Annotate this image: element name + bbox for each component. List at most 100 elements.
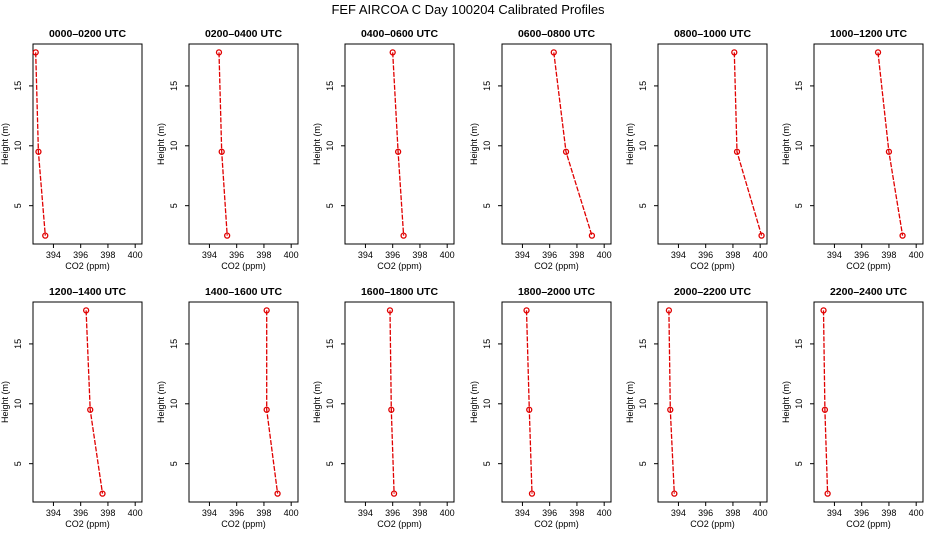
- data-point: [562, 148, 570, 155]
- data-point: [874, 49, 882, 56]
- x-tick-label: 398: [569, 508, 584, 518]
- plot-frame: [657, 301, 768, 503]
- y-tick-label: 10: [169, 399, 179, 409]
- profile-line: [35, 52, 46, 236]
- plot-frame: [32, 301, 143, 503]
- y-axis-label: Height (m): [156, 123, 166, 165]
- y-tick-label: 15: [169, 339, 179, 349]
- x-tick-label: 396: [542, 250, 557, 260]
- x-axis-label: CO2 (ppm): [690, 519, 735, 529]
- x-axis-label: CO2 (ppm): [377, 519, 422, 529]
- x-tick-label: 398: [100, 250, 115, 260]
- data-point: [215, 49, 223, 56]
- data-point: [400, 232, 407, 239]
- data-point: [99, 490, 106, 497]
- x-tick-label: 396: [542, 508, 557, 518]
- panel-title: 0000–0200 UTC: [49, 28, 126, 40]
- y-tick-label: 10: [794, 399, 804, 409]
- x-tick-label: 396: [385, 508, 400, 518]
- x-tick-label: 394: [515, 250, 530, 260]
- x-axis-label: CO2 (ppm): [690, 261, 735, 271]
- profile-panel: 2200–2400 UTC 394 396 398 400 5 10 15 CO2 (ppm) H…: [781, 286, 924, 529]
- x-axis-label: CO2 (ppm): [846, 261, 891, 271]
- x-tick-label: 398: [881, 508, 896, 518]
- data-point: [32, 49, 39, 56]
- x-tick-label: 400: [440, 250, 455, 260]
- profile-line: [668, 310, 675, 494]
- y-tick-label: 5: [325, 461, 335, 466]
- x-tick-label: 398: [725, 508, 740, 518]
- y-axis-label: Height (m): [0, 381, 10, 423]
- y-axis-label: Height (m): [312, 381, 322, 423]
- y-tick-label: 5: [638, 203, 648, 208]
- x-tick-label: 396: [229, 508, 244, 518]
- x-tick-label: 394: [827, 508, 842, 518]
- plot-frame: [344, 301, 455, 503]
- y-tick-label: 10: [482, 141, 492, 151]
- x-axis-label: CO2 (ppm): [65, 261, 110, 271]
- y-axis-label: Height (m): [625, 123, 635, 165]
- x-tick-label: 398: [256, 508, 271, 518]
- profile-line: [392, 52, 405, 236]
- profile-line: [266, 310, 279, 494]
- panel-title: 1200–1400 UTC: [49, 286, 126, 298]
- y-tick-label: 15: [638, 339, 648, 349]
- x-tick-label: 398: [881, 250, 896, 260]
- x-axis-label: CO2 (ppm): [846, 519, 891, 529]
- profile-line: [85, 310, 104, 494]
- panel-title: 0200–0400 UTC: [205, 28, 282, 40]
- data-point: [758, 232, 765, 239]
- data-point: [218, 148, 225, 155]
- data-point: [824, 490, 831, 497]
- x-tick-label: 394: [827, 250, 842, 260]
- profile-panel: 0400–0600 UTC 394 396 398 400 5 10 15 CO2 (ppm) H…: [312, 28, 455, 271]
- data-point: [42, 232, 49, 239]
- x-tick-label: 394: [202, 508, 217, 518]
- y-axis-label: Height (m): [781, 381, 791, 423]
- y-tick-label: 5: [169, 203, 179, 208]
- data-point: [263, 307, 270, 314]
- figure-title: FEF AIRCOA C Day 100204 Calibrated Profi…: [331, 2, 605, 17]
- y-tick-label: 5: [638, 461, 648, 466]
- data-point: [528, 490, 536, 497]
- profile-line: [822, 310, 829, 494]
- profile-panel: 1600–1800 UTC 394 396 398 400 5 10 15 CO2 (ppm) H…: [312, 286, 455, 529]
- y-tick-label: 5: [794, 461, 804, 466]
- y-axis-label: Height (m): [781, 123, 791, 165]
- plot-frame: [657, 43, 768, 245]
- y-tick-label: 15: [325, 81, 335, 91]
- x-axis-label: CO2 (ppm): [221, 261, 266, 271]
- x-axis-label: CO2 (ppm): [534, 261, 579, 271]
- plot-frame: [344, 43, 455, 245]
- data-point: [386, 307, 394, 314]
- y-tick-label: 15: [169, 81, 179, 91]
- data-point: [82, 307, 90, 314]
- y-axis-label: Height (m): [312, 123, 322, 165]
- panel-title: 1000–1200 UTC: [830, 28, 907, 40]
- y-tick-label: 15: [325, 339, 335, 349]
- y-axis-label: Height (m): [469, 381, 479, 423]
- plot-frame: [188, 301, 299, 503]
- y-axis-label: Height (m): [156, 381, 166, 423]
- x-tick-label: 394: [202, 250, 217, 260]
- x-tick-label: 400: [909, 508, 924, 518]
- plot-frame: [813, 43, 924, 245]
- y-tick-label: 10: [325, 399, 335, 409]
- profile-panel: 1400–1600 UTC 394 396 398 400 5 10 15 CO2 (ppm) H…: [156, 286, 299, 529]
- data-point: [588, 232, 596, 239]
- data-point: [523, 307, 530, 314]
- y-tick-label: 5: [482, 461, 492, 466]
- y-tick-label: 15: [794, 81, 804, 91]
- x-tick-label: 394: [358, 250, 373, 260]
- x-tick-label: 396: [854, 250, 869, 260]
- y-tick-label: 15: [13, 339, 23, 349]
- data-point: [821, 406, 829, 413]
- x-tick-label: 400: [128, 508, 143, 518]
- data-point: [899, 232, 906, 239]
- y-tick-label: 10: [482, 399, 492, 409]
- panel-title: 2200–2400 UTC: [830, 286, 907, 298]
- x-tick-label: 396: [73, 508, 88, 518]
- x-tick-label: 394: [671, 508, 686, 518]
- panel-title: 1400–1600 UTC: [205, 286, 282, 298]
